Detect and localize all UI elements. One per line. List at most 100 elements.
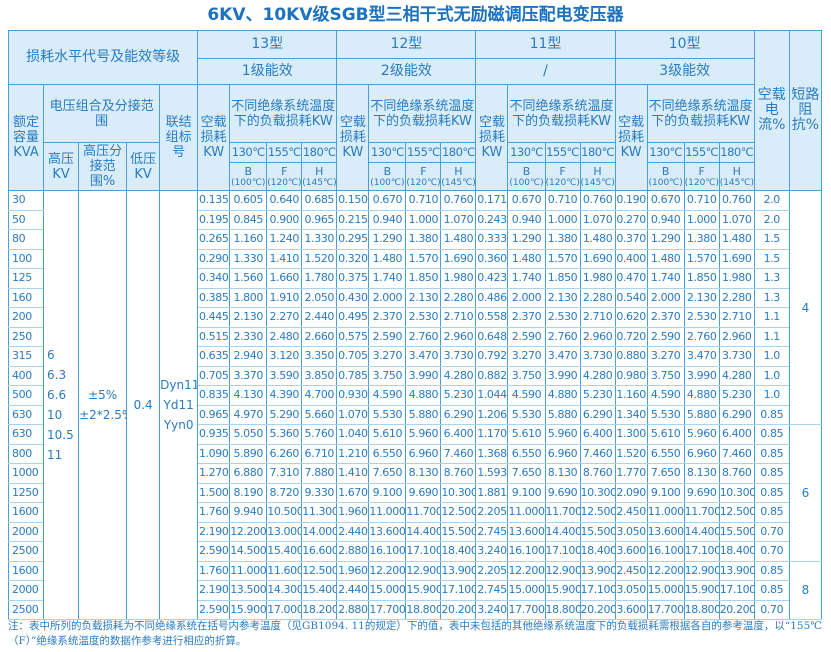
loss-value: 6.550 [368,443,407,464]
loss-value: 2.205 [475,502,509,523]
loss-value: 13.900 [440,560,477,581]
loss-value: 2.660 [301,326,338,347]
loss-value: 0.640 [266,190,303,211]
loss-value: 2.000 [507,287,546,308]
loss-level: 损耗水平代号及能效等级 [7,30,199,85]
loss-value: 0.760 [718,190,755,211]
loss-value: 11.700 [405,502,442,523]
capacity: 1600 [7,502,45,523]
loss-value: 1.000 [405,209,442,230]
class-letter: F [698,164,705,178]
loss-value: 0.375 [336,268,370,289]
current: 2.0 [753,190,790,211]
current: 1.0 [753,385,790,406]
current: 0.85 [753,424,790,445]
loss-value: 18.400 [440,541,477,562]
class-letter: F [281,164,288,178]
loss-value: 5.230 [579,385,616,406]
loss-value: 3.270 [646,346,685,367]
loss-value: 7.650 [507,463,546,484]
loss-value: 11.000 [368,502,407,523]
loss-value: 15.900 [405,580,442,601]
loss-value: 9.940 [229,502,268,523]
data-row: 100 0.290 1.330 1.410 1.520 0.320 1.480 1.570 1.… [7,248,822,269]
data-row: 200 0.445 2.130 2.270 2.440 0.495 2.370 2.530 2.… [7,307,822,328]
current: 1.0 [753,365,790,386]
loss-value: 2.530 [544,307,581,328]
current: 1.5 [753,248,790,269]
current: 2.0 [753,209,790,230]
loss-value: 1.070 [440,209,477,230]
loss-value: 1.410 [266,248,303,269]
data-row: 800 1.090 5.890 6.260 6.710 1.210 6.550 6.960 7.… [7,443,822,464]
loss-value: 0.190 [614,190,648,211]
loss-value: 2.440 [301,307,338,328]
loss-value: 4.390 [266,385,303,406]
loss-value: 7.310 [266,463,303,484]
capacity: 400 [7,365,45,386]
loss-value: 0.495 [336,307,370,328]
loss-value: 1.910 [266,287,303,308]
loss-value: 2.710 [440,307,477,328]
loss-value: 15.500 [579,521,616,542]
loss-value: 6.550 [646,443,685,464]
capacity: 630 [7,424,45,445]
class-temp: (100℃) [648,177,683,188]
loss-value: 0.540 [614,287,648,308]
loss-value: 12.900 [544,560,581,581]
loss-value: 0.935 [197,424,231,445]
loss-value: 2.130 [544,287,581,308]
tap-value: ±5% [88,388,118,402]
loss-value: 2.530 [683,307,720,328]
loss-value: 1.570 [405,248,442,269]
loss-value: 9.690 [405,482,442,503]
loss-value: 2.530 [405,307,442,328]
loss-value: 5.230 [440,385,477,406]
loss-value: 0.558 [475,307,509,328]
loss-value: 1.593 [475,463,509,484]
loss-value: 1.780 [301,268,338,289]
connection: 联结组标号 [159,84,199,191]
loss-value: 1.881 [475,482,509,503]
loss-value: 10.300 [718,482,755,503]
loss-value: 9.690 [683,482,720,503]
loss-value: 9.330 [301,482,338,503]
loss-value: 2.280 [579,287,616,308]
loss-value: 1.660 [266,268,303,289]
loss-value: 5.610 [507,424,546,445]
loss-value: 6.880 [229,463,268,484]
class: B (100℃) [507,162,546,191]
impedance-value: 4 [788,190,823,425]
loss-value: 2.745 [475,580,509,601]
loss-value: 2.440 [336,521,370,542]
class-temp: (120℃) [406,177,441,188]
loss-value: 9.100 [507,482,546,503]
capacity: 2500 [7,541,45,562]
loss-value: 2.130 [683,287,720,308]
temp: 180℃ [579,142,616,163]
loss-value: 8.130 [544,463,581,484]
loss-value: 0.882 [475,365,509,386]
loss-value: 15.000 [646,580,685,601]
loss-value: 2.370 [646,307,685,328]
loss-value: 13.500 [229,580,268,601]
class: B (100℃) [229,162,268,191]
data-row: 630 0.935 5.050 5.360 5.760 1.040 5.610 5.960 6.… [7,424,823,562]
loss-value: 2.190 [197,580,231,601]
loss-value: 2.130 [405,287,442,308]
loss-value: 0.685 [301,190,338,211]
loss-value: 3.730 [579,346,616,367]
current: 0.85 [753,560,790,581]
impedance-value: 6 [788,424,823,562]
loss-value: 2.370 [368,307,407,328]
loss-value: 0.900 [266,209,303,230]
loss-value: 14.400 [544,521,581,542]
loss-value: 18.800 [683,599,720,620]
loss-value: 7.460 [579,443,616,464]
class: H (145℃) [718,162,755,191]
loss-value: 1.300 [614,424,648,445]
loss-value: 11.000 [229,560,268,581]
loss-value: 11.700 [683,502,720,523]
loss-value: 7.650 [368,463,407,484]
loss-value: 2.590 [197,599,231,620]
